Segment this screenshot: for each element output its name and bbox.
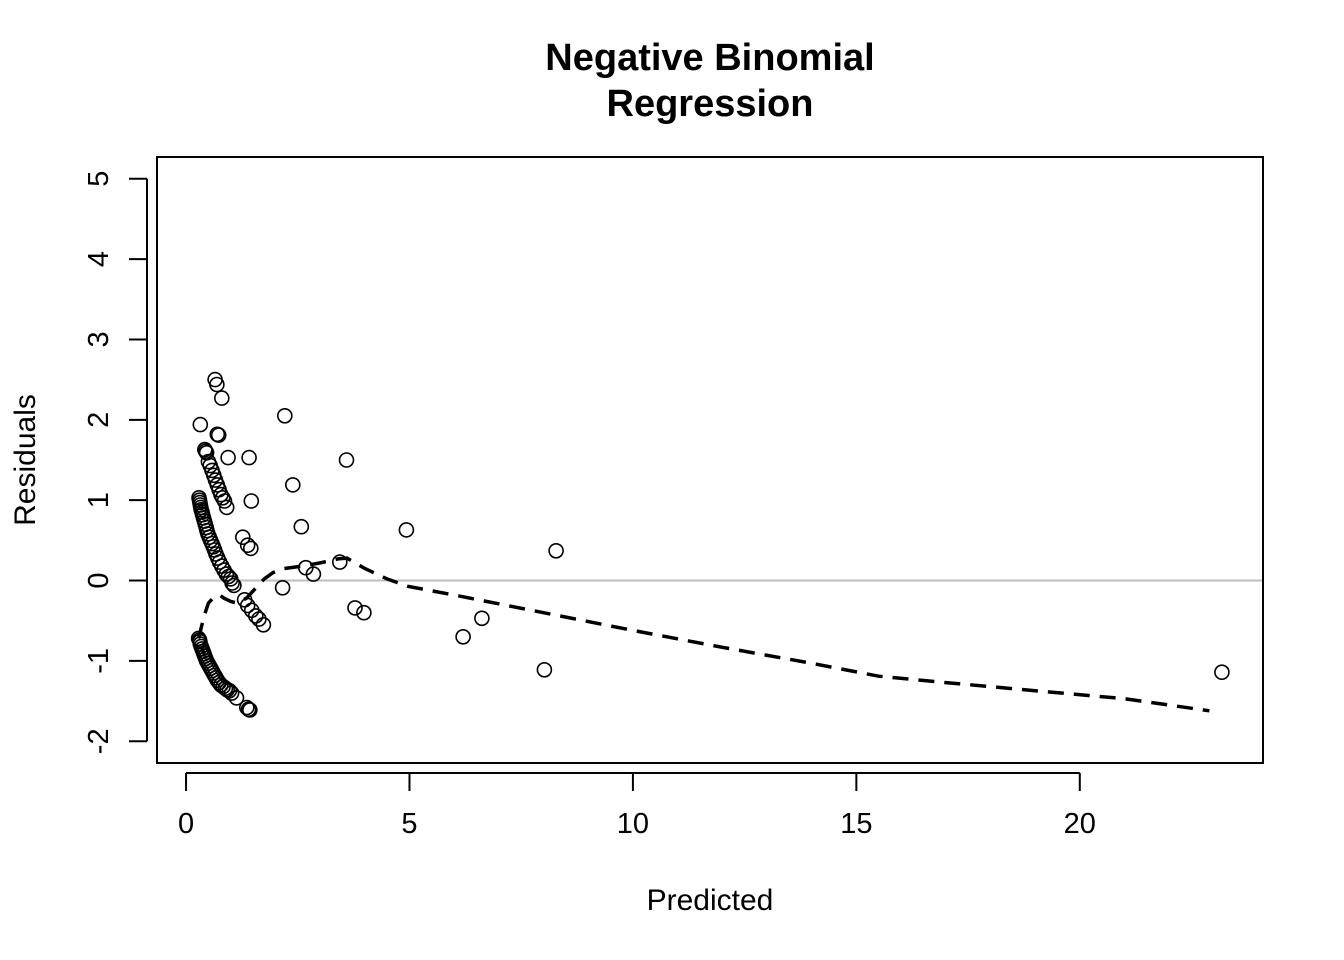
plot-area — [157, 371, 1263, 718]
x-tick-label: 10 — [617, 808, 649, 840]
data-point — [218, 499, 235, 516]
data-point — [276, 407, 293, 424]
data-point — [338, 452, 355, 468]
data-point — [214, 390, 230, 406]
data-point — [241, 449, 257, 466]
y-tick-label: 5 — [83, 171, 115, 187]
x-axis-label: Predicted — [647, 884, 774, 917]
data-point — [1214, 664, 1230, 681]
data-point — [239, 597, 256, 614]
data-point — [455, 628, 471, 645]
data-point — [398, 522, 415, 538]
data-point — [548, 542, 564, 559]
data-point — [474, 610, 490, 627]
x-axis: 0 5 10 15 20 — [178, 772, 1096, 840]
plot-frame — [156, 156, 1264, 764]
chart-title-line-2: Regression — [607, 83, 814, 125]
y-tick-label: -1 — [83, 648, 115, 674]
data-point — [228, 690, 245, 706]
x-tick-label: 20 — [1064, 808, 1096, 840]
data-point — [243, 493, 260, 509]
x-tick-label: 15 — [840, 808, 872, 840]
data-point — [226, 577, 242, 594]
data-point — [239, 699, 255, 716]
data-point — [210, 427, 227, 443]
data-point — [223, 685, 240, 701]
x-tick-label: 0 — [178, 808, 194, 840]
data-point — [224, 575, 240, 591]
y-tick-label: 3 — [83, 331, 115, 347]
data-point — [293, 518, 310, 535]
y-axis-label: Residuals — [9, 394, 42, 526]
y-tick-label: 2 — [83, 412, 115, 428]
data-point — [192, 416, 209, 433]
data-point — [331, 554, 348, 570]
data-point — [274, 579, 291, 596]
data-point — [243, 540, 259, 557]
data-point — [536, 661, 553, 678]
data-point — [220, 449, 236, 466]
y-tick-label: 0 — [83, 573, 115, 589]
y-tick-label: 1 — [83, 492, 115, 508]
y-tick-label: -2 — [83, 728, 115, 754]
x-tick-label: 5 — [401, 808, 417, 840]
data-point — [347, 600, 363, 616]
data-point — [218, 566, 235, 582]
data-point — [214, 489, 231, 506]
data-point — [216, 493, 233, 509]
y-tick-label: 4 — [83, 251, 115, 267]
data-point — [239, 537, 256, 554]
data-point — [284, 477, 301, 493]
data-point — [209, 376, 225, 393]
data-point — [248, 608, 264, 624]
data-point — [255, 616, 272, 633]
smooth-trend-line — [196, 556, 1210, 713]
chart-title-line-1: Negative Binomial — [545, 37, 874, 79]
data-point — [356, 604, 372, 621]
data-point — [305, 566, 322, 582]
y-axis: -2 -1 0 1 2 3 4 5 — [83, 171, 148, 754]
data-point — [235, 529, 251, 546]
data-point — [242, 702, 258, 718]
